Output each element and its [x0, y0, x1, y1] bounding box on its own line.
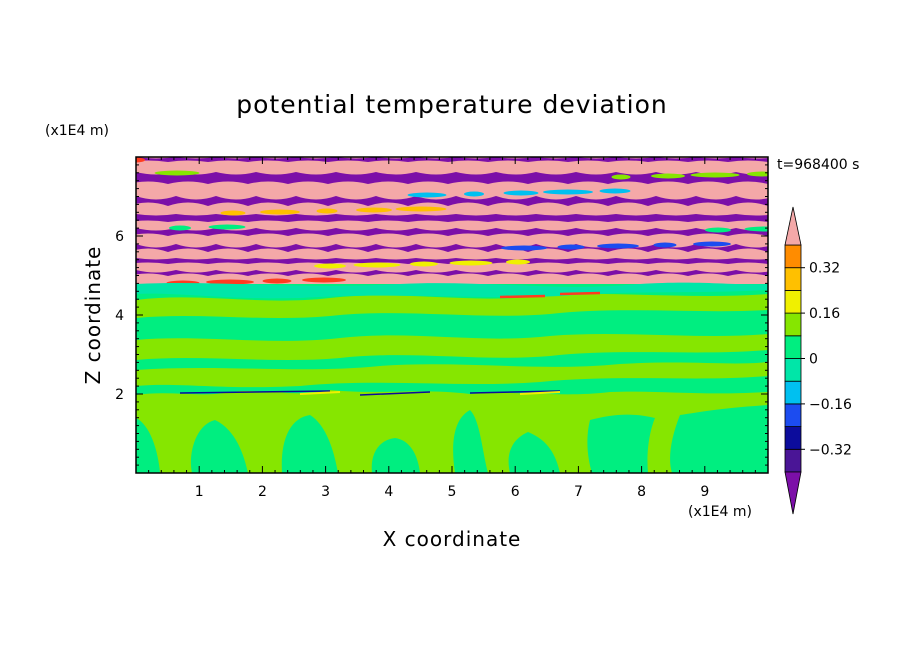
x-tick-label: 1 — [195, 484, 204, 500]
colorbar-segment — [784, 244, 802, 269]
x-tick-label: 5 — [448, 484, 457, 500]
colorbar-segment — [784, 358, 802, 382]
colorbar-segment — [784, 426, 802, 450]
colorbar-tick-label: −0.32 — [809, 442, 852, 458]
y-tick-label: 2 — [115, 387, 124, 403]
colorbar-extend-min — [784, 471, 802, 515]
colorbar-segment — [784, 289, 802, 314]
plot-area — [136, 157, 768, 473]
x-tick-label: 7 — [574, 484, 583, 500]
y-tick-label: 6 — [115, 229, 124, 245]
colorbar-segment — [784, 267, 802, 291]
colorbar-segment — [784, 380, 802, 405]
colorbar-tick-label: −0.16 — [809, 397, 852, 413]
x-units-label: (x1E4 m) — [688, 504, 752, 520]
x-tick-label: 8 — [637, 484, 646, 500]
colorbar-tick-label: 0.32 — [809, 261, 840, 277]
colorbar-segment — [784, 335, 802, 359]
colorbar-tick-label: 0.16 — [809, 306, 840, 322]
colorbar-extend-max — [784, 206, 802, 246]
x-axis-label: X coordinate — [383, 527, 522, 551]
x-tick-label: 2 — [258, 484, 267, 500]
x-tick-label: 9 — [700, 484, 709, 500]
y-axis: 2 4 6 — [115, 164, 768, 466]
time-label: t=968400 s — [777, 157, 859, 173]
x-axis: 1 2 3 4 5 6 7 8 9 — [148, 157, 756, 500]
colorbar-segment — [784, 403, 802, 427]
x-tick-label: 4 — [384, 484, 393, 500]
colorbar-segment — [784, 448, 802, 473]
x-tick-label: 3 — [321, 484, 330, 500]
colorbar: 0.32 0.16 0 −0.16 −0.32 — [784, 206, 852, 515]
chart-title: potential temperature deviation — [236, 90, 667, 119]
y-axis-label: Z coordinate — [81, 246, 105, 385]
y-tick-label: 4 — [115, 308, 124, 324]
colorbar-tick-label: 0 — [809, 352, 818, 368]
x-tick-label: 6 — [511, 484, 520, 500]
y-units-label: (x1E4 m) — [45, 123, 109, 139]
colorbar-segment — [784, 312, 802, 337]
